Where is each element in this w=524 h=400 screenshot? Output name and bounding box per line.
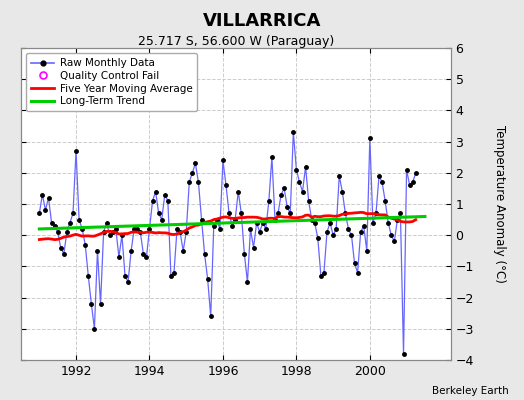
Y-axis label: Temperature Anomaly (°C): Temperature Anomaly (°C)	[493, 125, 506, 283]
Title: 25.717 S, 56.600 W (Paraguay): 25.717 S, 56.600 W (Paraguay)	[138, 35, 334, 48]
Text: Berkeley Earth: Berkeley Earth	[432, 386, 508, 396]
Legend: Raw Monthly Data, Quality Control Fail, Five Year Moving Average, Long-Term Tren: Raw Monthly Data, Quality Control Fail, …	[26, 53, 198, 112]
Text: VILLARRICA: VILLARRICA	[203, 12, 321, 30]
